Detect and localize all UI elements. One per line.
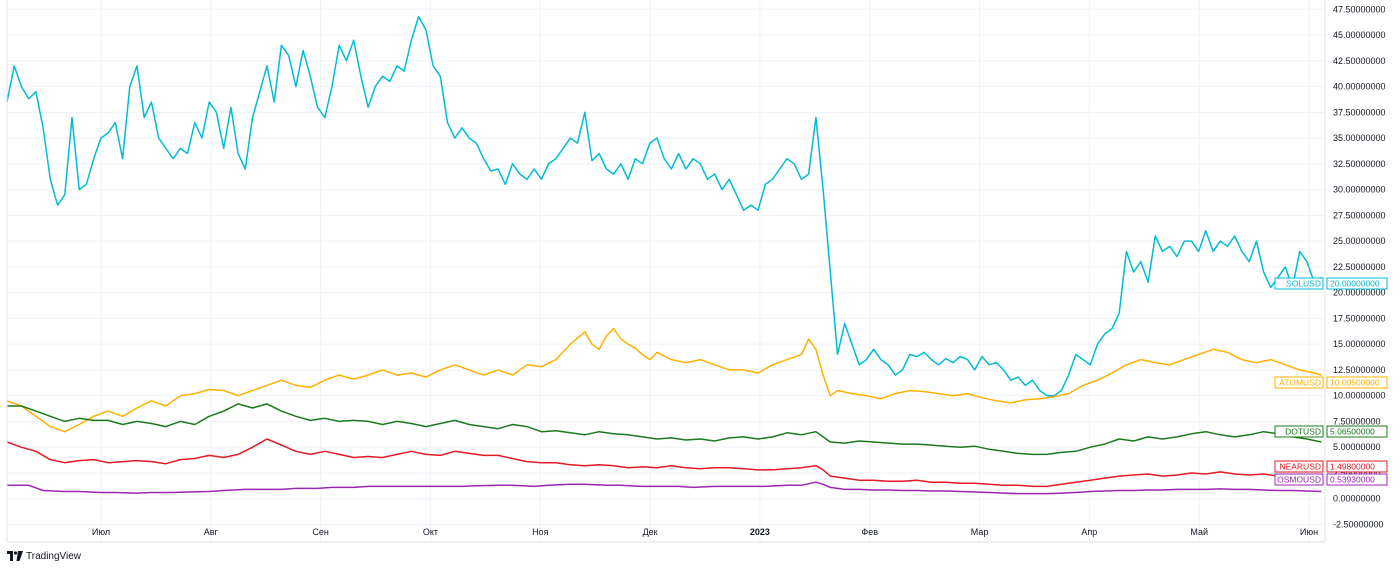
series-name-nearusd: NEARUSD — [1279, 462, 1321, 472]
series-name-tag-osmousd — [1274, 473, 1324, 486]
series-tags: SOLUSD 20.00000000 ATOMUSD 10.00500000 DOTUS… — [1274, 277, 1388, 486]
series-value-tag-solusd — [1326, 277, 1388, 290]
series-name-solusd: SOLUSD — [1286, 279, 1321, 289]
x-tick-label: Мар — [971, 527, 989, 537]
y-tick-label: 42.50000000 — [1333, 56, 1386, 66]
y-tick-label: 12.50000000 — [1333, 365, 1386, 375]
series-line-dotusd — [7, 403, 1322, 456]
y-tick-label: 15.00000000 — [1333, 339, 1386, 349]
series-name-tag-atomusd — [1274, 376, 1324, 389]
x-tick-label: Июл — [92, 527, 110, 537]
series-value-nearusd: 1.49800000 — [1330, 462, 1375, 472]
y-tick-label: -2.50000000 — [1333, 519, 1384, 529]
axis-frame — [6, 0, 1326, 543]
series-value-tag-osmousd — [1326, 473, 1388, 486]
series-name-tag-nearusd — [1274, 460, 1324, 473]
series-name-atomusd: ATOMUSD — [1279, 378, 1321, 388]
series-name-tag-solusd — [1274, 277, 1324, 290]
brand-watermark[interactable]: TradingView — [7, 549, 81, 563]
tradingview-logo-icon — [7, 551, 23, 561]
y-tick-label: 5.00000000 — [1333, 442, 1381, 452]
series-line-atomusd — [6, 327, 1322, 433]
x-tick-label: Дек — [643, 527, 658, 537]
y-tick-label: 47.50000000 — [1333, 4, 1386, 14]
y-tick-label: 20.00000000 — [1333, 288, 1386, 298]
y-tick-label: 37.50000000 — [1333, 107, 1386, 117]
x-tick-label: Авг — [204, 527, 219, 537]
y-tick-label: 2.50000000 — [1333, 468, 1381, 478]
series-value-osmousd: 0.53930000 — [1330, 475, 1375, 485]
series-value-solusd: 20.00000000 — [1330, 279, 1380, 289]
y-tick-label: 22.50000000 — [1333, 262, 1386, 272]
y-tick-label: 7.50000000 — [1333, 416, 1381, 426]
y-tick-label: 40.00000000 — [1333, 82, 1386, 92]
series-value-atomusd: 10.00500000 — [1330, 378, 1380, 388]
series-value-tag-atomusd — [1326, 376, 1388, 389]
x-tick-label: Май — [1190, 527, 1208, 537]
y-tick-label: 45.00000000 — [1333, 30, 1386, 40]
y-tick-label: 30.00000000 — [1333, 185, 1386, 195]
series-line-solusd — [6, 15, 1322, 397]
y-tick-label: 17.50000000 — [1333, 313, 1386, 323]
x-tick-label: Апр — [1081, 527, 1097, 537]
brand-name: TradingView — [26, 550, 82, 562]
y-axis[interactable]: 47.50000000 45.00000000 42.50000000 40.0000… — [1333, 4, 1386, 529]
series-name-osmousd: OSMOUSD — [1277, 475, 1321, 485]
x-tick-label: 2023 — [750, 527, 770, 537]
x-axis[interactable]: Июл Авг Сен Окт Ноя Дек 2023 Фев Мар Апр Май Июн — [92, 527, 1318, 537]
x-tick-label: Фев — [861, 527, 878, 537]
x-tick-label: Июн — [1300, 527, 1318, 537]
series-line-osmousd — [7, 481, 1322, 495]
series-name-tag-dotusd — [1274, 425, 1324, 438]
grid-lines — [7, 0, 1325, 542]
series-value-tag-dotusd — [1326, 425, 1388, 438]
y-tick-label: 25.00000000 — [1333, 236, 1386, 246]
y-tick-label: 0.00000000 — [1333, 494, 1381, 504]
series-value-dotusd: 5.06500000 — [1330, 427, 1375, 437]
y-tick-label: 35.00000000 — [1333, 133, 1386, 143]
series-lines — [6, 15, 1322, 495]
series-line-nearusd — [6, 438, 1322, 488]
y-tick-label: 32.50000000 — [1333, 159, 1386, 169]
y-tick-label: 27.50000000 — [1333, 210, 1386, 220]
series-name-dotusd: DOTUSD — [1285, 427, 1321, 437]
x-tick-label: Сен — [312, 527, 329, 537]
x-tick-label: Окт — [423, 527, 438, 537]
series-value-tag-nearusd — [1326, 460, 1388, 473]
y-tick-label: 10.00000000 — [1333, 391, 1386, 401]
x-tick-label: Ноя — [532, 527, 549, 537]
